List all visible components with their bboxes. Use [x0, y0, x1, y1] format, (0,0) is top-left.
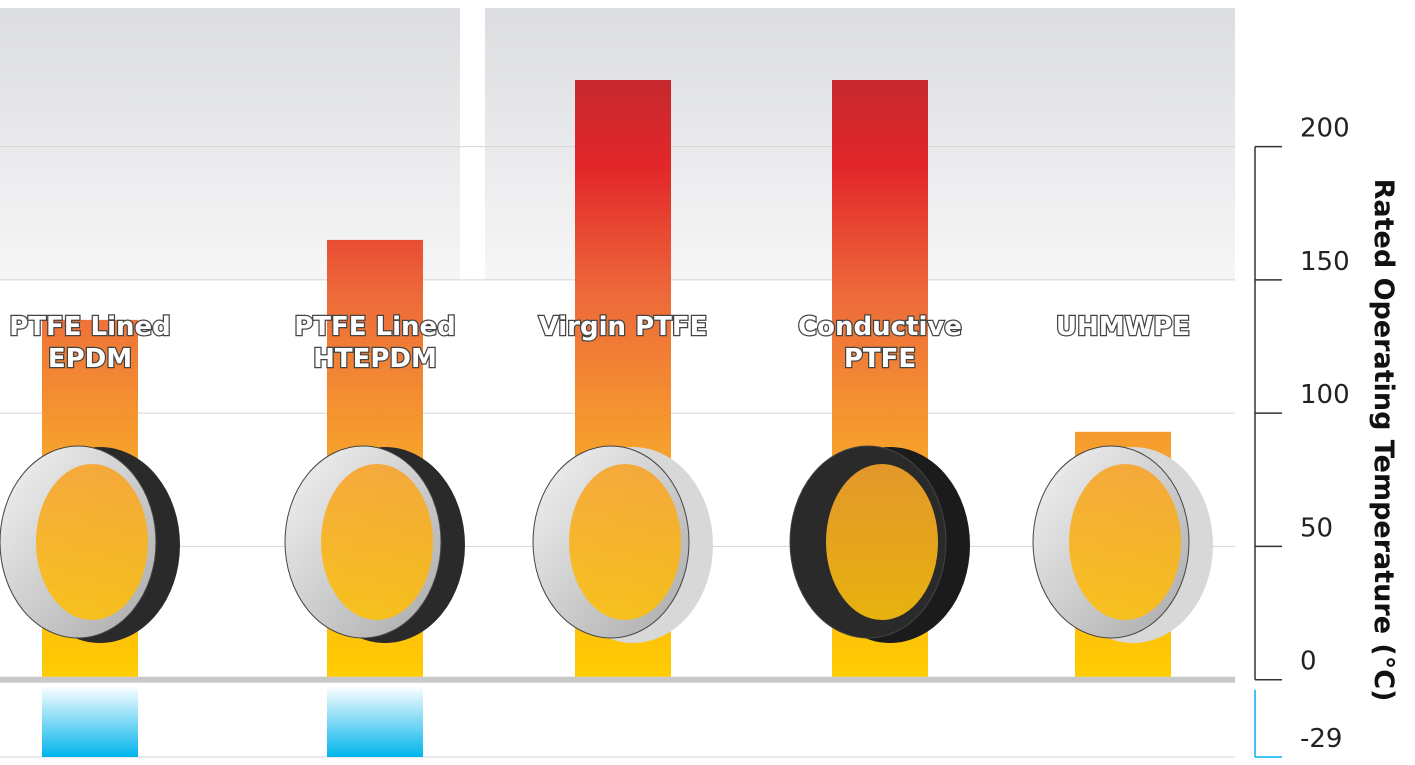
axis-title: Rated Operating Temperature (°C): [1368, 179, 1399, 702]
ring-hole: [569, 464, 681, 620]
category-line: PTFE: [844, 344, 916, 374]
y-tick-label: 100: [1300, 380, 1350, 410]
ring-hole: [1069, 464, 1181, 620]
bar-cold: [327, 685, 423, 757]
bar-cold: [42, 685, 138, 757]
y-tick-label: 150: [1300, 247, 1350, 277]
category-label: PTFE Lined EPDM: [9, 312, 171, 374]
panel: [0, 8, 460, 280]
category-line: Conductive: [798, 312, 962, 342]
category-label: Virgin PTFE: [539, 312, 708, 342]
y-tick-label: 0: [1300, 647, 1317, 677]
ring-hole: [36, 464, 148, 620]
category-label: PTFE Lined HTEPDM: [294, 312, 456, 374]
category-line: Virgin PTFE: [539, 312, 708, 342]
ring-hole: [321, 464, 433, 620]
category-line: EPDM: [48, 344, 132, 374]
y-tick-label: -29: [1300, 724, 1342, 754]
category-label: Conductive PTFE: [798, 312, 962, 374]
category-line: UHMWPE: [1056, 312, 1190, 342]
category-line: PTFE Lined: [294, 312, 456, 342]
ring-hole: [826, 464, 938, 620]
category-label: UHMWPE: [1056, 312, 1190, 342]
category-line: PTFE Lined: [9, 312, 171, 342]
y-tick-label: 50: [1300, 513, 1333, 543]
category-line: HTEPDM: [313, 344, 437, 374]
y-tick-label: 200: [1300, 114, 1350, 144]
zero-line: [0, 676, 1235, 683]
